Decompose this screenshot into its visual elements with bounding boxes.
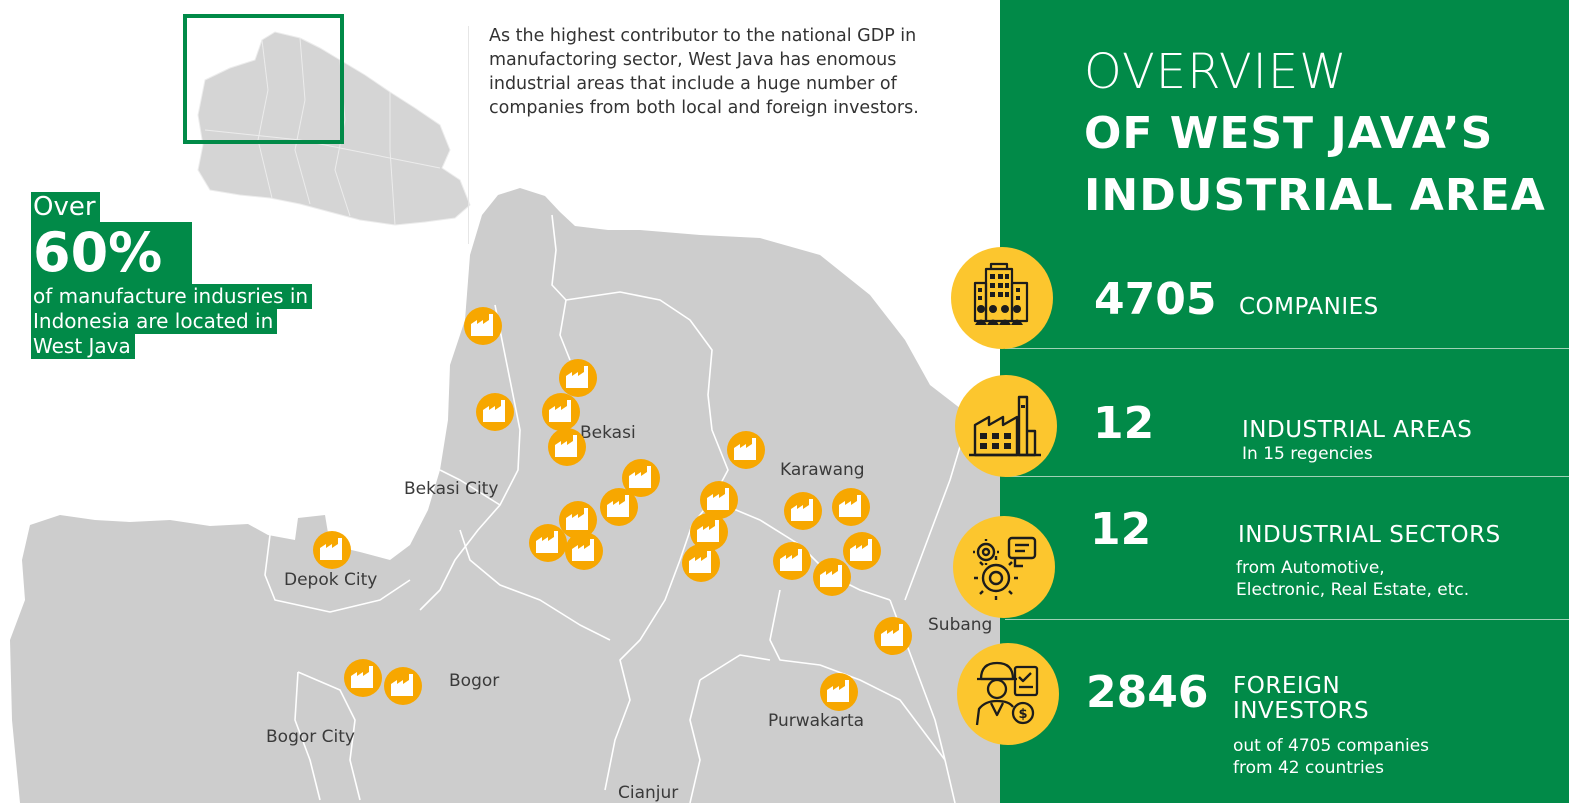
stat-companies-value: 4705 xyxy=(1094,274,1217,325)
factory-marker-icon xyxy=(548,428,586,466)
stat-companies-icon-badge xyxy=(951,247,1053,349)
stat-areas-value: 12 xyxy=(1093,398,1155,449)
stat-sectors-icon-badge xyxy=(953,516,1055,618)
factory-marker-icon xyxy=(565,532,603,570)
stat-divider xyxy=(1005,476,1569,477)
stat-sectors-value: 12 xyxy=(1090,504,1152,555)
title-line-3: INDUSTRIAL AREA xyxy=(1084,170,1546,221)
region-label-cianjur: Cianjur xyxy=(618,783,678,803)
intro-divider xyxy=(468,26,469,244)
factory-icon xyxy=(969,395,1041,457)
region-label-bekasi-city: Bekasi City xyxy=(404,479,498,499)
regional-map: Bekasi Bekasi City Karawang Depok City B… xyxy=(10,14,1000,803)
factory-marker-icon xyxy=(874,617,912,655)
stat-companies-label: COMPANIES xyxy=(1239,294,1379,320)
regency-borders xyxy=(264,214,966,803)
stat-investors-value: 2846 xyxy=(1086,667,1209,718)
overview-panel xyxy=(1000,0,1569,803)
callout-line-2: Indonesia are located in xyxy=(31,309,278,334)
stat-areas-sub: In 15 regencies xyxy=(1242,444,1373,464)
callout-line-1: of manufacture indusries in xyxy=(31,284,313,309)
stat-sectors-sub-1: from Automotive, xyxy=(1236,558,1385,578)
stat-investors-sub-2: from 42 countries xyxy=(1233,758,1384,778)
region-label-bekasi: Bekasi xyxy=(580,423,636,443)
stat-investors-icon-badge: $ xyxy=(957,643,1059,745)
factory-marker-icon xyxy=(559,501,597,539)
manufacturing-share-callout: Over 60% of manufacture indusries in Ind… xyxy=(31,192,313,359)
office-building-icon xyxy=(973,262,1029,325)
region-label-purwakarta: Purwakarta xyxy=(768,711,864,731)
region-label-subang: Subang xyxy=(928,615,992,635)
stat-divider xyxy=(1005,619,1569,620)
region-label-bogor: Bogor xyxy=(449,671,499,691)
factory-marker-icon xyxy=(384,667,422,705)
svg-text:$: $ xyxy=(1018,707,1027,722)
region-label-depok-city: Depok City xyxy=(284,570,377,590)
investor-icon: $ xyxy=(975,661,1039,726)
factory-marker-icon xyxy=(820,673,858,711)
stat-investors-label-2: INVESTORS xyxy=(1233,698,1370,724)
factory-marker-icon xyxy=(476,393,514,431)
stat-investors-sub-1: out of 4705 companies xyxy=(1233,736,1430,756)
factory-marker-icon xyxy=(832,488,870,526)
factory-marker-icon xyxy=(622,459,660,497)
title-line-2: OF WEST JAVA’S xyxy=(1084,108,1494,159)
factory-marker-icon xyxy=(843,532,881,570)
factory-marker-icon xyxy=(559,359,597,397)
factory-marker-icon xyxy=(682,544,720,582)
stat-sectors-sub-2: Electronic, Real Estate, etc. xyxy=(1236,580,1470,600)
factory-marker-icon xyxy=(813,558,851,596)
title-line-1: OVERVIEW xyxy=(1084,44,1348,100)
stat-divider xyxy=(1005,348,1569,349)
factory-marker-icon xyxy=(690,513,728,551)
gears-icon xyxy=(973,536,1037,600)
factory-marker-icon xyxy=(529,524,567,562)
factory-markers xyxy=(313,307,912,711)
callout-line-3: West Java xyxy=(31,334,135,359)
stat-areas-icon-badge xyxy=(955,375,1057,477)
callout-over: Over xyxy=(31,192,100,222)
factory-marker-icon xyxy=(313,531,351,569)
factory-marker-icon xyxy=(344,659,382,697)
factory-marker-icon xyxy=(773,542,811,580)
factory-marker-icon xyxy=(700,481,738,519)
stat-investors-label: FOREIGN xyxy=(1233,673,1341,699)
factory-marker-icon xyxy=(542,393,580,431)
factory-marker-icon xyxy=(600,488,638,526)
intro-text: As the highest contributor to the nation… xyxy=(489,26,919,118)
callout-percent: 60% xyxy=(31,222,193,284)
region-label-karawang: Karawang xyxy=(780,460,865,480)
factory-marker-icon xyxy=(784,492,822,530)
factory-marker-icon xyxy=(464,307,502,345)
stat-sectors-label: INDUSTRIAL SECTORS xyxy=(1238,522,1501,548)
west-java-inset-map xyxy=(183,14,471,226)
stat-areas-label: INDUSTRIAL AREAS xyxy=(1242,417,1473,443)
region-label-bogor-city: Bogor City xyxy=(266,727,355,747)
factory-marker-icon xyxy=(727,431,765,469)
